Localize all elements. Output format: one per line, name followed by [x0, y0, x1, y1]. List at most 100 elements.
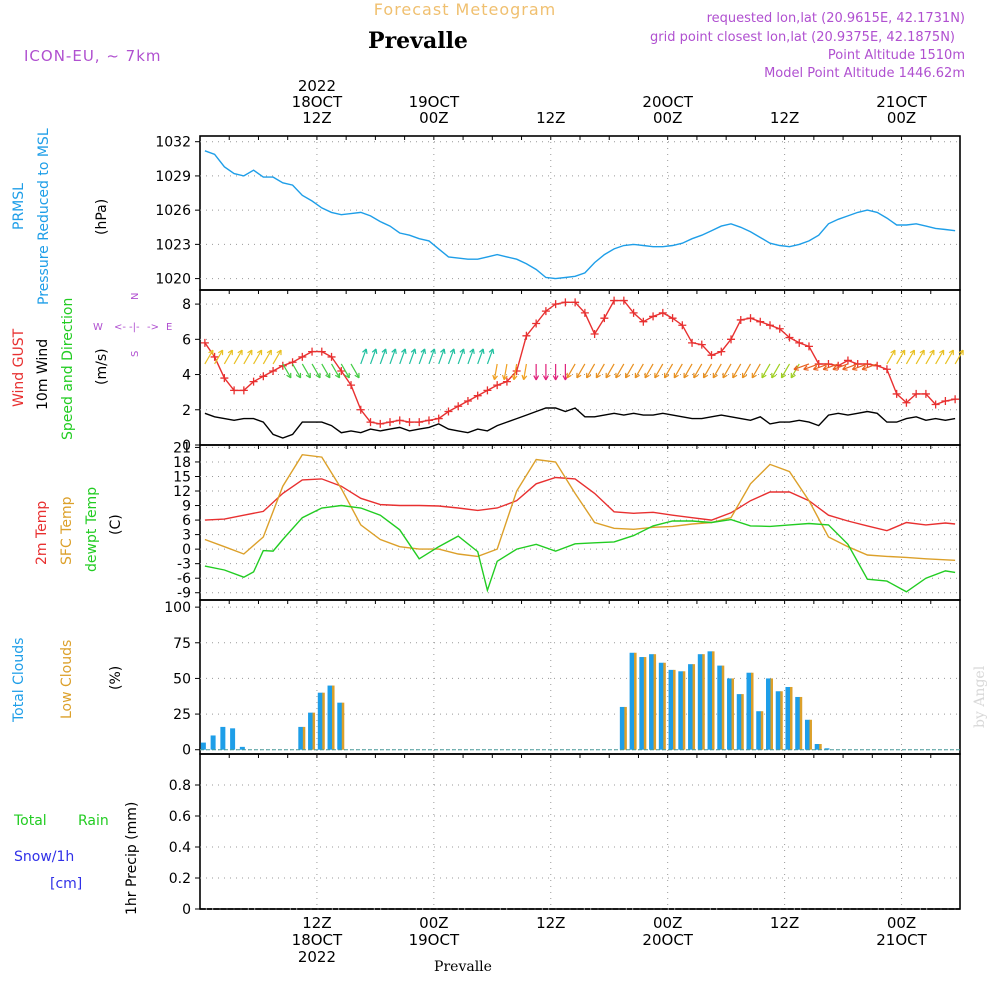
total-cloud-bar — [619, 706, 625, 750]
wind-direction-arrow — [842, 363, 858, 371]
wind-direction-arrow — [576, 363, 586, 379]
wind-labels: Wind GUST 10m Wind Speed and Direction (… — [11, 293, 172, 440]
wind10m-label: 10m Wind — [35, 339, 51, 410]
wind-direction-arrowhead — [334, 372, 341, 379]
bottom-time-label: 12Z — [302, 914, 331, 932]
top-time-label: 2022 — [298, 77, 336, 95]
gust-point — [327, 352, 336, 361]
low-cloud-bar — [634, 652, 637, 750]
wind-direction-arrowhead — [900, 349, 906, 356]
wind-direction-arrow — [438, 348, 445, 365]
temperature-labels: 2m Temp SFC Temp dewpt Temp (C) — [34, 487, 124, 572]
wind-direction-arrowhead — [595, 372, 601, 379]
wind-direction-arrow — [644, 363, 654, 379]
dewpt-series-line — [204, 504, 956, 593]
wind-direction-arrowhead — [533, 375, 540, 381]
wind-direction-arrow — [447, 348, 455, 365]
sfc_temp-series-line — [204, 453, 956, 561]
gust-point — [775, 324, 784, 333]
footer-location: Prevalle — [434, 959, 492, 975]
gust-point — [337, 367, 346, 376]
gust-point — [921, 389, 930, 398]
total-cloud-bar — [200, 742, 206, 750]
wind-direction-arrowhead — [741, 372, 748, 379]
wind-direction-arrow — [566, 363, 576, 379]
pressure-ytick-label: 1023 — [155, 237, 191, 253]
bottom-time-label: 19OCT — [409, 931, 460, 949]
gust-point — [259, 372, 268, 381]
wind-direction-arrowhead — [315, 372, 321, 379]
wind-direction-arrowhead — [812, 365, 819, 371]
low-cloud-bar — [799, 696, 803, 750]
cloud-unit: (%) — [108, 666, 124, 690]
wind-direction-arrow — [477, 348, 484, 365]
top-time-label: 12Z — [302, 109, 331, 127]
gust-point — [785, 333, 794, 342]
wind-direction-arrowhead — [449, 348, 456, 354]
low-cloud-bar — [643, 657, 647, 750]
gust-point — [532, 319, 541, 328]
wind-direction-arrow — [813, 363, 829, 371]
wind-direction-arrowhead — [663, 372, 670, 379]
gust-point — [434, 414, 443, 423]
gust-point — [824, 359, 833, 368]
compass-west: W — [93, 322, 103, 333]
gust-point — [541, 307, 550, 316]
bottom-time-label: 2022 — [298, 948, 336, 966]
total-cloud-bar — [688, 664, 694, 750]
point-altitude: Point Altitude 1510m — [828, 48, 965, 63]
wind-direction-arrow — [321, 363, 331, 379]
pressure-ytick-label: 1020 — [155, 272, 191, 288]
gust-point — [347, 381, 356, 390]
total-cloud-bar — [736, 694, 742, 750]
wind-direction-arrowhead — [479, 348, 485, 354]
wind-direction-arrowhead — [266, 349, 272, 356]
low-clouds-label: Low Clouds — [59, 640, 75, 719]
gust-point — [444, 407, 453, 416]
wind-direction-arrowhead — [511, 374, 518, 381]
precip-frame — [199, 753, 961, 910]
low-cloud-bar — [332, 685, 335, 750]
low-cloud-bar — [302, 726, 306, 750]
bottom-time-label: 18OCT — [292, 931, 343, 949]
total-cloud-bar — [814, 744, 820, 750]
compass-rose: W <- -|- -> E N S — [93, 293, 172, 357]
wind-direction-arrow — [595, 363, 605, 379]
wind-direction-arrow — [634, 363, 644, 379]
bottom-time-label: 00Z — [653, 914, 682, 932]
wind-direction-arrowhead — [929, 349, 935, 356]
temperature-ytick-label: -6 — [177, 571, 191, 587]
top-time-label: 00Z — [887, 109, 916, 127]
wind-direction-arrow — [703, 363, 713, 379]
low-cloud-bar — [322, 692, 325, 750]
wind-direction-arrow — [793, 363, 810, 371]
wind-direction-arrowhead — [722, 372, 728, 379]
total-cloud-bar — [230, 728, 236, 750]
wind-direction-arrow — [790, 363, 800, 379]
wind-direction-arrow — [513, 363, 518, 380]
gust-point — [717, 347, 726, 356]
top-time-label: 21OCT — [876, 93, 927, 111]
wind-direction-arrowhead — [832, 365, 838, 371]
wind-direction-arrowhead — [751, 372, 757, 379]
temperature-ytick-label: 18 — [173, 455, 191, 471]
total-cloud-bar — [298, 726, 304, 750]
gust-point — [424, 416, 433, 425]
temperature-ytick-label: 12 — [173, 484, 191, 500]
temperature-ytick-label: 21 — [173, 440, 191, 456]
wind-direction-arrow — [282, 363, 292, 379]
prmsl-desc-label: Pressure Reduced to MSL — [36, 128, 52, 305]
low-cloud-bar — [673, 669, 676, 750]
wind-direction-arrowhead — [501, 374, 508, 381]
wind-direction-arrowhead — [521, 374, 528, 381]
wind-direction-arrowhead — [842, 365, 848, 371]
wind-direction-arrow — [905, 349, 915, 365]
wind-direction-arrow — [253, 349, 263, 365]
wind-direction-arrow — [605, 363, 615, 379]
total-cloud-bar — [727, 678, 733, 750]
gust-point — [356, 405, 365, 414]
wind-direction-arrowhead — [440, 348, 446, 354]
